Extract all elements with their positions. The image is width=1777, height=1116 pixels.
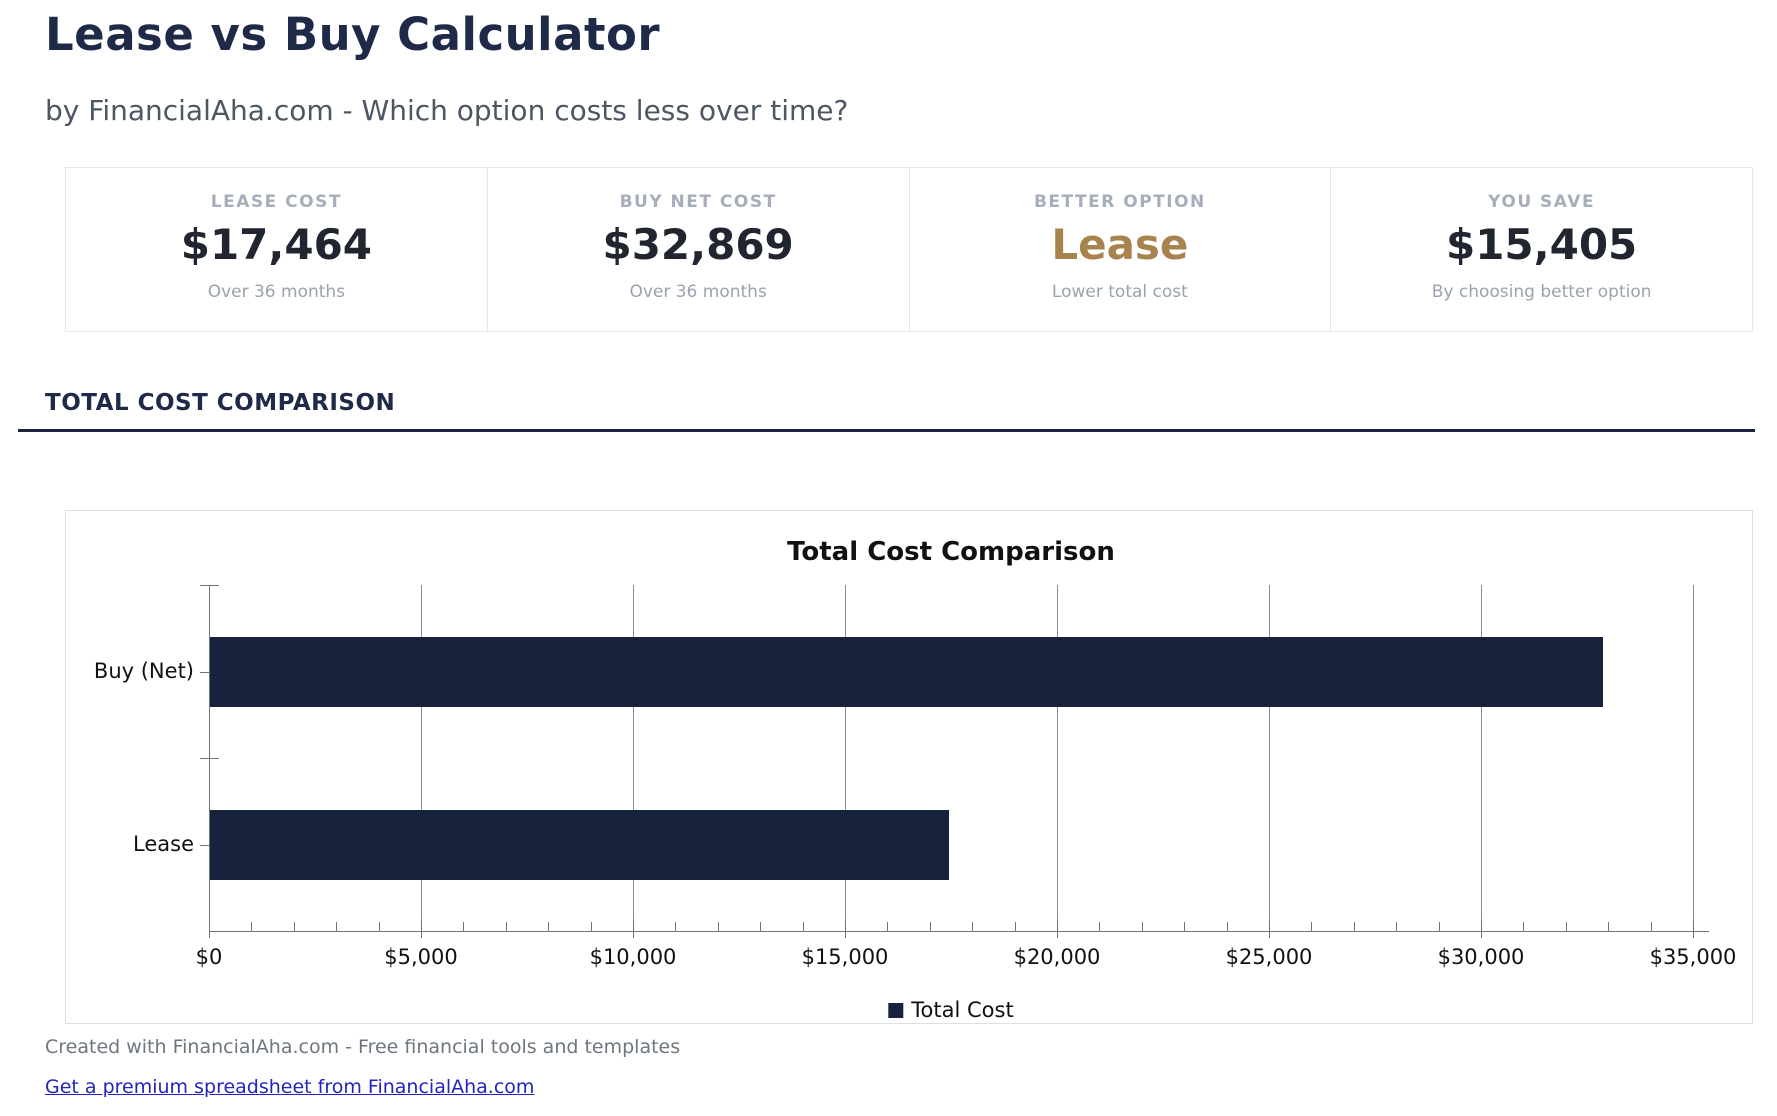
- x-minor-tick: [378, 922, 380, 931]
- x-minor-tick: [548, 922, 550, 931]
- premium-spreadsheet-link[interactable]: Get a premium spreadsheet from Financial…: [45, 1076, 535, 1098]
- section-header: TOTAL COST COMPARISON: [45, 390, 396, 416]
- legend-swatch-icon: [888, 1002, 904, 1018]
- gridline: [1481, 585, 1482, 931]
- x-minor-tick: [293, 922, 295, 931]
- gridline: [1269, 585, 1270, 931]
- legend-label: Total Cost: [911, 998, 1014, 1022]
- chart-legend: Total Cost: [888, 998, 1014, 1022]
- x-tick: [209, 919, 210, 938]
- x-minor-tick: [1650, 922, 1652, 931]
- stat-value: $15,405: [1445, 220, 1638, 269]
- gridline: [845, 585, 846, 931]
- gridline: [633, 585, 634, 931]
- x-minor-tick: [717, 922, 719, 931]
- stat-subtext: Over 36 months: [629, 282, 767, 303]
- y-tick: [200, 844, 209, 846]
- y-minor-tick: [200, 758, 219, 759]
- x-minor-tick: [1226, 922, 1228, 931]
- stat-card-better-option: BETTER OPTION Lease Lower total cost: [908, 168, 1331, 331]
- gridline: [1693, 585, 1694, 931]
- x-tick: [421, 919, 422, 938]
- stat-label: BUY NET COST: [619, 192, 777, 212]
- stats-row: LEASE COST $17,464 Over 36 months BUY NE…: [65, 167, 1753, 332]
- x-tick: [1057, 919, 1058, 938]
- stat-label: BETTER OPTION: [1033, 192, 1206, 212]
- stat-label: LEASE COST: [210, 192, 342, 212]
- x-tick: [1269, 919, 1270, 938]
- stat-subtext: Over 36 months: [207, 282, 346, 303]
- x-minor-tick: [1608, 922, 1610, 931]
- stat-value: Lease: [1051, 220, 1189, 269]
- x-tick-label: $30,000: [1437, 945, 1525, 969]
- x-tick-label: $10,000: [589, 945, 677, 969]
- x-minor-tick: [929, 922, 931, 931]
- x-minor-tick: [1438, 922, 1440, 931]
- x-minor-tick: [1184, 922, 1186, 931]
- x-minor-tick: [463, 922, 465, 931]
- x-minor-tick: [1099, 922, 1101, 931]
- y-tick-label: Lease: [133, 831, 194, 856]
- page-subtitle: by FinancialAha.com - Which option costs…: [45, 94, 849, 127]
- x-tick: [633, 919, 634, 938]
- x-tick: [845, 919, 846, 938]
- stat-value: $32,869: [602, 220, 794, 269]
- x-minor-tick: [972, 922, 974, 931]
- x-tick-label: $0: [195, 945, 223, 969]
- x-minor-tick: [887, 922, 889, 931]
- y-minor-tick: [200, 585, 219, 586]
- x-tick-label: $20,000: [1013, 945, 1101, 969]
- stat-card-buy-net-cost: BUY NET COST $32,869 Over 36 months: [486, 168, 909, 331]
- stat-subtext: Lower total cost: [1051, 282, 1188, 303]
- bar-lease: [209, 809, 950, 880]
- x-minor-tick: [760, 922, 762, 931]
- x-tick-label: $25,000: [1225, 945, 1313, 969]
- x-minor-tick: [505, 922, 507, 931]
- section-divider: [18, 429, 1755, 432]
- x-minor-tick: [1396, 922, 1398, 931]
- x-axis-line: [209, 931, 1709, 932]
- page-title: Lease vs Buy Calculator: [45, 8, 661, 61]
- chart-title: Total Cost Comparison: [787, 537, 1115, 567]
- bar-buy-net-: [209, 636, 1603, 707]
- y-tick-label: Buy (Net): [93, 658, 194, 683]
- x-tick: [1693, 919, 1694, 938]
- footer-credit: Created with FinancialAha.com - Free fin…: [45, 1036, 681, 1058]
- x-tick-label: $35,000: [1649, 945, 1737, 969]
- x-minor-tick: [1141, 922, 1143, 931]
- gridline: [421, 585, 422, 931]
- x-minor-tick: [1014, 922, 1016, 931]
- stat-card-you-save: YOU SAVE $15,405 By choosing better opti…: [1330, 168, 1752, 331]
- gridline: [1057, 585, 1058, 931]
- x-tick-label: $15,000: [801, 945, 889, 969]
- x-minor-tick: [251, 922, 253, 931]
- x-minor-tick: [675, 922, 677, 931]
- x-tick: [1481, 919, 1482, 938]
- x-minor-tick: [1311, 922, 1313, 931]
- stat-card-lease-cost: LEASE COST $17,464 Over 36 months: [66, 168, 487, 331]
- x-minor-tick: [336, 922, 338, 931]
- plot-area: [209, 585, 1694, 931]
- stat-subtext: By choosing better option: [1431, 282, 1652, 303]
- x-minor-tick: [590, 922, 592, 931]
- x-minor-tick: [1353, 922, 1355, 931]
- stat-label: YOU SAVE: [1488, 192, 1596, 212]
- x-minor-tick: [1523, 922, 1525, 931]
- y-tick: [200, 671, 209, 673]
- stat-value: $17,464: [180, 220, 373, 269]
- chart-panel: Total Cost Comparison Total Cost Buy (Ne…: [65, 510, 1753, 1024]
- x-minor-tick: [1565, 922, 1567, 931]
- x-minor-tick: [802, 922, 804, 931]
- x-tick-label: $5,000: [384, 945, 458, 969]
